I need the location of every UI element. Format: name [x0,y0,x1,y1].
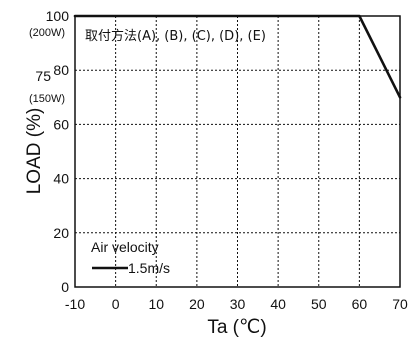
series-line-0 [73,14,402,99]
y-tick-label-1: 20 [53,225,69,241]
y-tick-label-5: 100 [46,8,70,24]
y-axis-label: LOAD (%) [24,108,45,195]
extra-y-labels: (200W) 75 (150W) [29,27,65,105]
y-tick-label-4: 80 [53,62,69,78]
x-tick-label-2: 10 [148,296,164,312]
legend-series-label: 1.5m/s [128,260,170,276]
x-tick-label-8: 70 [392,296,408,312]
y-tick-label-2: 40 [53,171,69,187]
x-tick-label-1: 0 [112,296,120,312]
y-tick-labels: 0 20 40 60 80 100 [46,8,70,295]
extra-y-label-0: (200W) [29,27,65,39]
y-tick-label-0: 0 [61,279,69,295]
legend: Air velocity 1.5m/s [91,239,170,276]
x-axis-label: Ta (℃) [207,317,266,338]
x-tick-label-5: 40 [270,296,286,312]
x-tick-labels: -10 0 10 20 30 40 50 60 70 [65,296,408,312]
extra-y-label-2: (150W) [29,93,65,105]
annotation-text: 取付方法(A), (B), (C), (D), (E) [85,28,266,44]
x-tick-label-7: 60 [352,296,368,312]
extra-y-label-1: 75 [35,68,51,84]
y-tick-label-3: 60 [53,116,69,132]
legend-title: Air velocity [91,239,159,255]
series-layer [73,14,402,99]
x-tick-label-0: -10 [65,296,85,312]
x-tick-label-3: 20 [189,296,205,312]
x-tick-label-4: 30 [230,296,246,312]
grid-layer [75,16,400,287]
x-tick-label-6: 50 [311,296,327,312]
